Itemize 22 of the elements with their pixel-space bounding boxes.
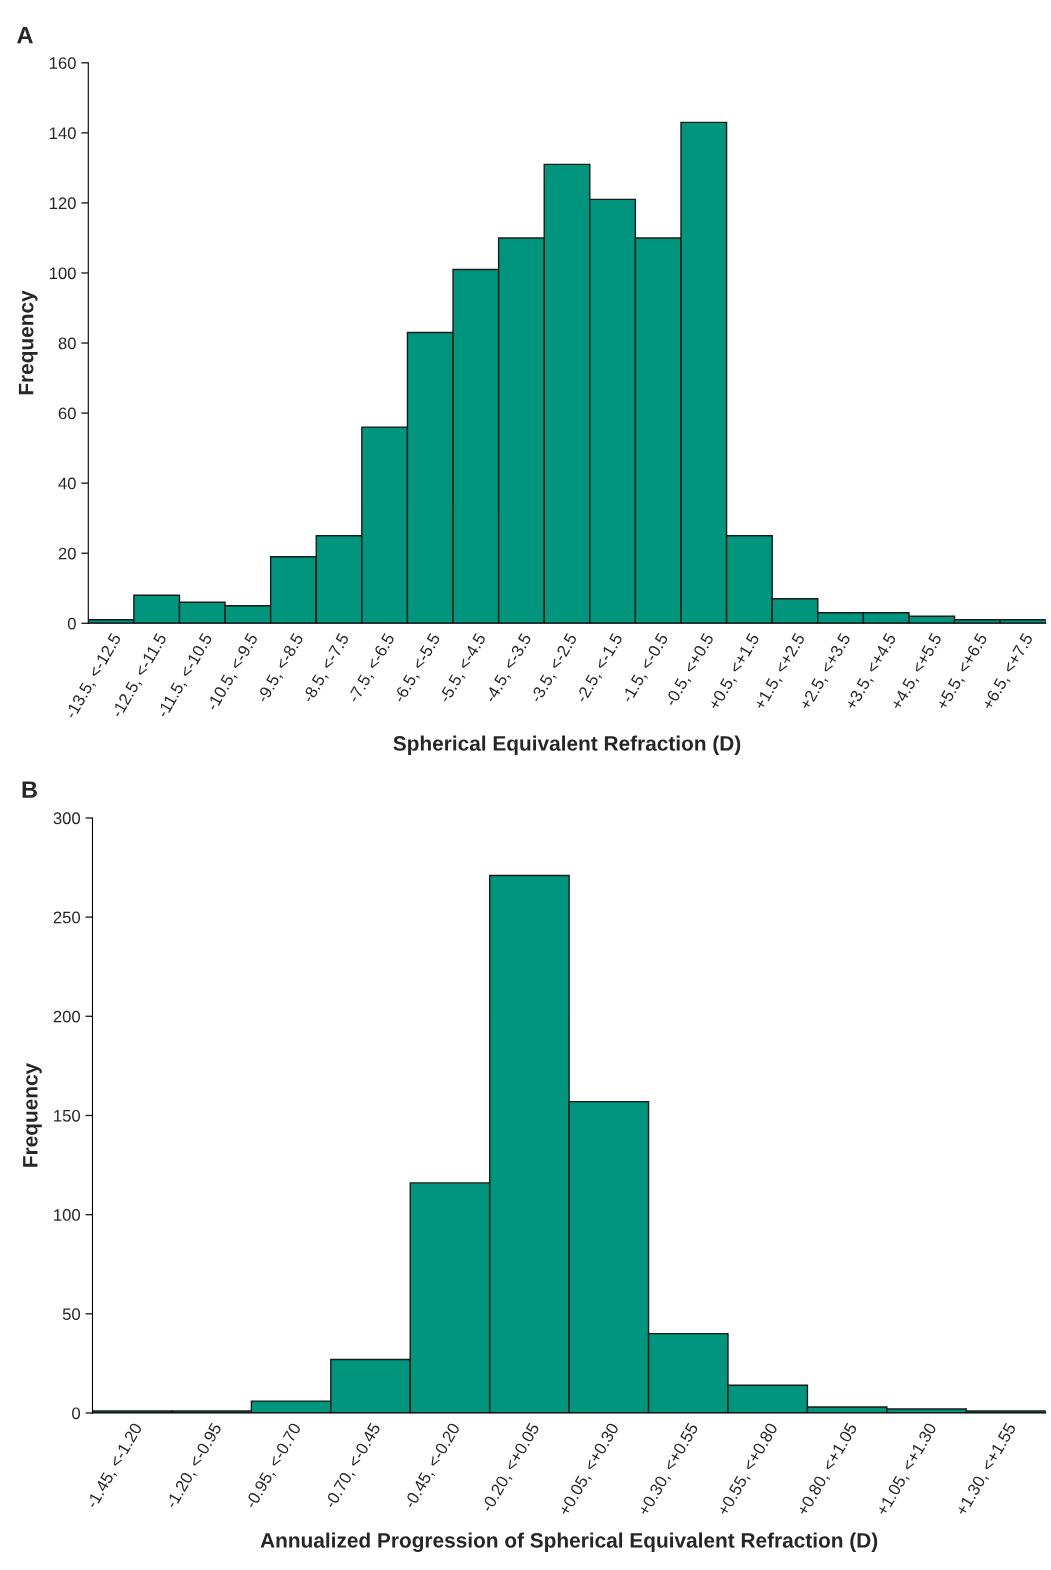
y-tick-label: 60 — [58, 407, 76, 420]
y-tick-label: 50 — [62, 1308, 81, 1321]
y-tick-label: 40 — [58, 477, 76, 490]
y-tick-label: 150 — [54, 1109, 81, 1122]
y-axis-title: Frequency — [18, 290, 38, 395]
y-tick-label: 200 — [53, 1010, 81, 1023]
y-tick-label: 100 — [49, 267, 76, 280]
y-tick-label: 0 — [72, 1407, 81, 1420]
y-tick-label: 250 — [53, 911, 81, 924]
y-tick-label: 120 — [49, 197, 76, 210]
x-axis-title: Annualized Progression of Spherical Equivalent Refraction (D) — [260, 1532, 878, 1552]
y-tick-label: 300 — [53, 812, 81, 825]
chart-title: B — [22, 781, 37, 798]
y-tick-label: 160 — [49, 57, 76, 69]
y-tick-label: 140 — [49, 127, 76, 140]
chart-title: A — [17, 27, 33, 44]
y-axis-title: Frequency — [23, 1062, 42, 1167]
y-tick-label: 80 — [58, 337, 76, 350]
y-tick-label: 100 — [54, 1209, 81, 1221]
y-tick-label: 20 — [58, 547, 76, 560]
x-axis-title: Spherical Equivalent Refraction (D) — [393, 735, 741, 755]
y-tick-label: 0 — [67, 617, 76, 630]
